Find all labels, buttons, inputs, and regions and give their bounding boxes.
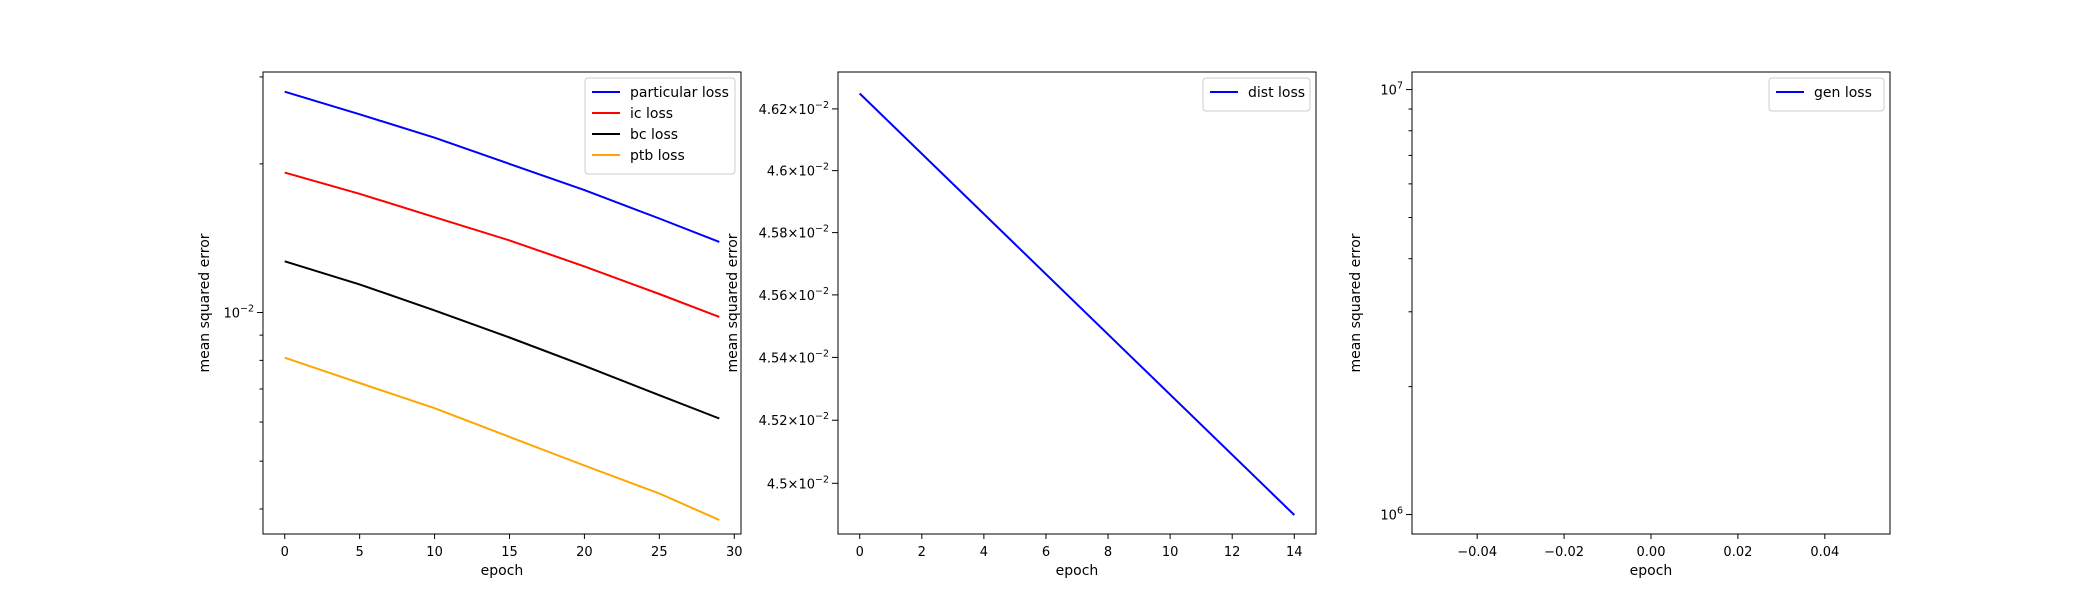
legend-label: ic loss xyxy=(630,106,673,122)
chart-panel-3: −0.04 −0.02 0.00 0.02 0.04 106 107 epoch mean sq… xyxy=(1348,71,1891,579)
x-tick-label: 0 xyxy=(281,545,289,560)
x-tick-label: 2 xyxy=(918,545,926,560)
x-tick-label: 0.00 xyxy=(1637,545,1666,560)
y-axis-label: mean squared error xyxy=(197,233,213,372)
x-tick-label: 20 xyxy=(576,545,593,560)
y-axis-label: mean squared error xyxy=(725,233,741,372)
x-tick-label: 30 xyxy=(726,545,743,560)
plot-frame xyxy=(1411,71,1891,535)
series-line-ic-loss xyxy=(284,171,720,318)
x-tick-label: −0.02 xyxy=(1544,545,1584,560)
x-tick-label: 10 xyxy=(426,545,443,560)
legend-label: dist loss xyxy=(1248,85,1305,101)
x-tick-label: −0.04 xyxy=(1457,545,1497,560)
y-tick-label: 4.62×10−2 xyxy=(759,100,829,118)
x-tick-label: 0.04 xyxy=(1810,545,1839,560)
y-tick-label: 4.5×10−2 xyxy=(767,474,829,492)
x-tick-label: 0.02 xyxy=(1723,545,1752,560)
x-tick-label: 8 xyxy=(1104,545,1112,560)
x-axis-label: epoch xyxy=(1630,563,1673,579)
legend: dist loss xyxy=(1202,77,1311,112)
plot-frame xyxy=(837,71,1317,535)
x-tick-label: 0 xyxy=(856,545,864,560)
x-tick-label: 10 xyxy=(1162,545,1179,560)
x-tick-label: 14 xyxy=(1286,545,1303,560)
legend: particular loss ic loss bc loss ptb loss xyxy=(584,77,736,175)
chart-panel-2: 0 2 4 6 8 10 12 14 4.5×10−2 4.52×10−2 4.54×10−2 4.5… xyxy=(725,71,1317,579)
legend-box xyxy=(1768,77,1885,112)
legend-label: gen loss xyxy=(1814,85,1872,101)
x-tick-label: 25 xyxy=(651,545,668,560)
series-line-dist-loss xyxy=(859,92,1295,516)
legend: gen loss xyxy=(1768,77,1885,112)
x-tick-label: 6 xyxy=(1042,545,1050,560)
y-axis-label: mean squared error xyxy=(1348,233,1364,372)
series-line-bc-loss xyxy=(284,260,720,420)
series-line-ptb-loss xyxy=(284,356,720,521)
x-axis-label: epoch xyxy=(481,563,524,579)
y-tick-label: 4.6×10−2 xyxy=(767,162,829,180)
chart-panel-1: 0 5 10 15 20 25 30 10−2 epoch mean squared error p… xyxy=(197,71,743,579)
x-tick-label: 15 xyxy=(501,545,518,560)
y-tick-label: 4.54×10−2 xyxy=(759,348,829,366)
legend-box xyxy=(584,77,736,175)
series-line-particular-loss xyxy=(284,90,720,243)
y-tick-label: 4.56×10−2 xyxy=(759,286,829,304)
plot-area xyxy=(1412,72,1890,534)
x-axis-label: epoch xyxy=(1056,563,1099,579)
y-tick-label: 107 xyxy=(1380,81,1403,99)
legend-box xyxy=(1202,77,1311,112)
x-tick-label: 4 xyxy=(980,545,988,560)
y-tick-label: 4.52×10−2 xyxy=(759,411,829,429)
legend-label: ptb loss xyxy=(630,148,685,164)
y-tick-label: 10−2 xyxy=(223,304,254,322)
x-tick-label: 12 xyxy=(1224,545,1241,560)
legend-label: bc loss xyxy=(630,127,678,143)
y-tick-label: 4.58×10−2 xyxy=(759,224,829,242)
plot-frame xyxy=(262,71,742,535)
x-tick-label: 5 xyxy=(356,545,364,560)
y-tick-label: 106 xyxy=(1380,506,1403,524)
legend-label: particular loss xyxy=(630,85,729,101)
